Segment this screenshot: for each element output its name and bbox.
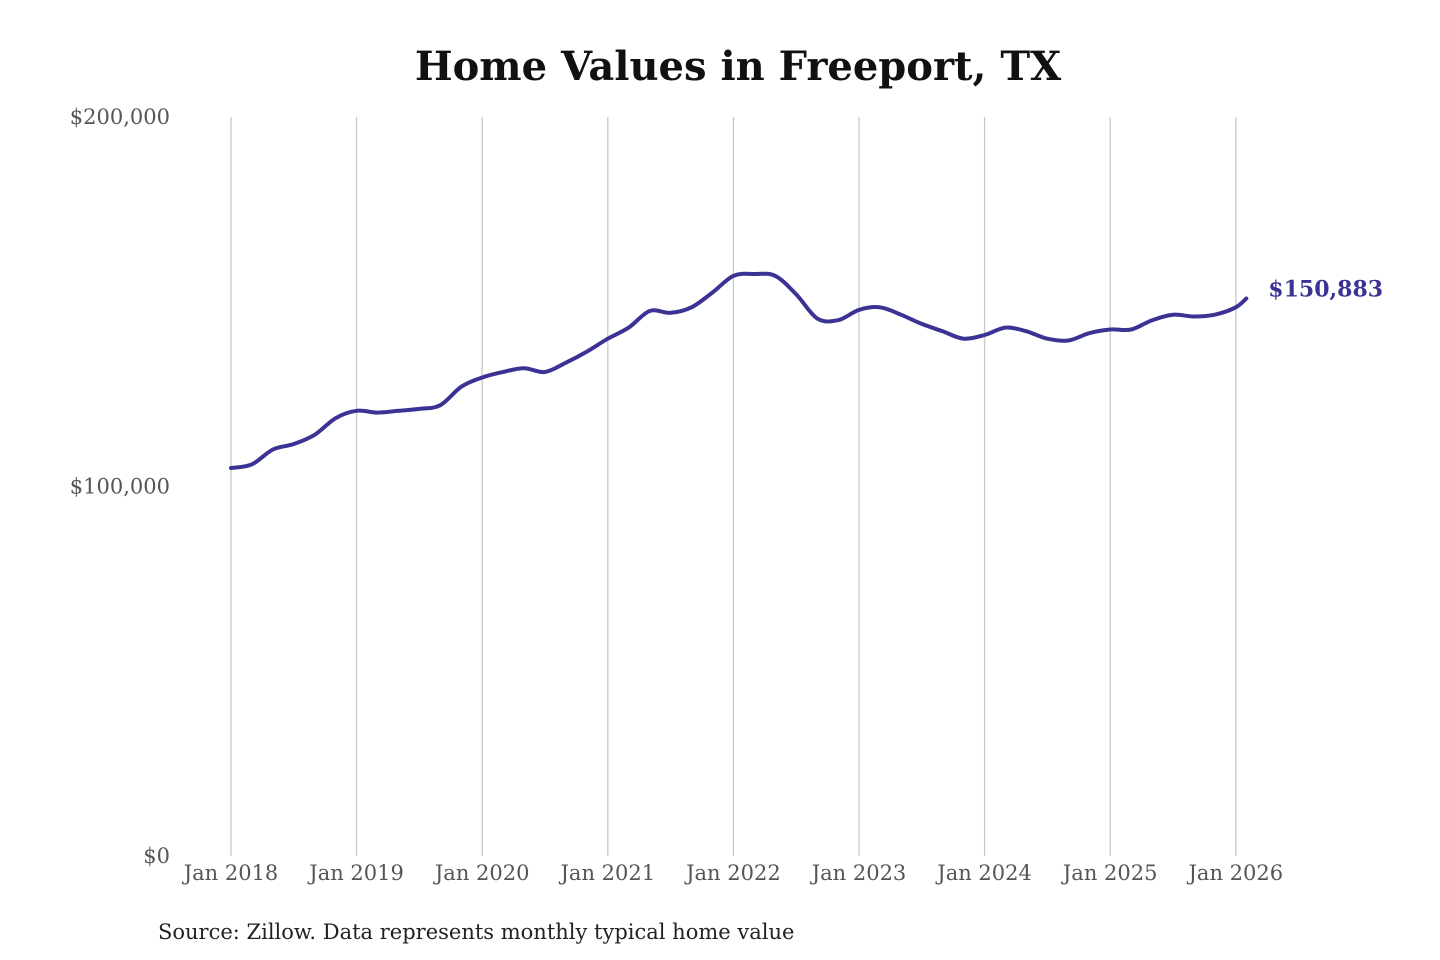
- x-tick-label: Jan 2021: [559, 861, 656, 885]
- chart-title: Home Values in Freeport, TX: [415, 43, 1061, 90]
- x-tick-label: Jan 2025: [1061, 861, 1158, 885]
- x-tick-label: Jan 2019: [307, 861, 404, 885]
- x-tick-label: Jan 2024: [935, 861, 1032, 885]
- y-tick-label: $200,000: [70, 105, 170, 129]
- y-axis-tick-labels: $0 $100,000 $200,000: [70, 105, 170, 868]
- x-tick-label: Jan 2023: [810, 861, 907, 885]
- source-note: Source: Zillow. Data represents monthly …: [158, 920, 794, 944]
- vertical-gridlines: [230, 117, 1237, 856]
- y-tick-label: $0: [143, 844, 170, 868]
- latest-value-label: $150,883: [1268, 276, 1383, 302]
- x-tick-label: Jan 2020: [433, 861, 530, 885]
- y-tick-label: $100,000: [70, 475, 170, 499]
- x-tick-label: Jan 2022: [684, 861, 781, 885]
- x-tick-label: Jan 2018: [182, 861, 279, 885]
- x-tick-label: Jan 2026: [1187, 861, 1284, 885]
- x-axis-tick-labels: Jan 2018 Jan 2019 Jan 2020 Jan 2021 Jan 2022…: [182, 861, 1283, 885]
- home-value-line: [229, 271, 1249, 470]
